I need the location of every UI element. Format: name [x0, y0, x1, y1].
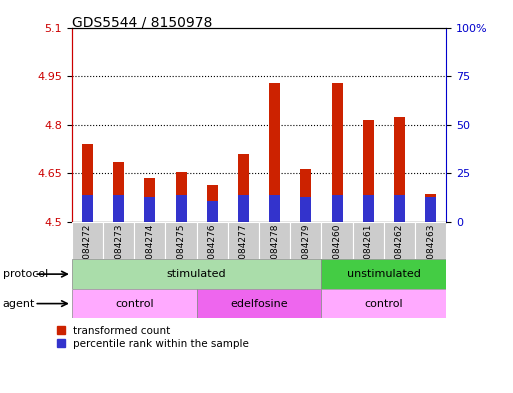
- Bar: [259, 222, 290, 259]
- Bar: [228, 222, 259, 259]
- Bar: [301, 169, 311, 222]
- Bar: [238, 195, 249, 222]
- Text: unstimulated: unstimulated: [347, 269, 421, 279]
- Bar: [144, 178, 155, 222]
- Bar: [394, 117, 405, 222]
- Bar: [331, 83, 343, 222]
- Text: protocol: protocol: [3, 269, 48, 279]
- Bar: [207, 201, 218, 222]
- Bar: [165, 222, 196, 259]
- Bar: [82, 195, 93, 222]
- Text: control: control: [365, 299, 403, 309]
- Text: GSM1084278: GSM1084278: [270, 224, 279, 285]
- Text: stimulated: stimulated: [167, 269, 226, 279]
- Bar: [72, 222, 103, 259]
- Bar: [82, 144, 93, 222]
- Bar: [134, 222, 165, 259]
- Bar: [269, 195, 280, 222]
- Bar: [207, 185, 218, 222]
- Bar: [175, 172, 187, 222]
- Bar: [196, 289, 322, 318]
- Bar: [72, 259, 322, 289]
- Bar: [196, 222, 228, 259]
- Bar: [113, 195, 124, 222]
- Bar: [322, 289, 446, 318]
- Bar: [384, 222, 415, 259]
- Text: GSM1084273: GSM1084273: [114, 224, 123, 285]
- Text: GSM1084262: GSM1084262: [395, 224, 404, 284]
- Text: GSM1084279: GSM1084279: [301, 224, 310, 285]
- Bar: [363, 195, 374, 222]
- Text: GSM1084263: GSM1084263: [426, 224, 435, 285]
- Text: GSM1084277: GSM1084277: [239, 224, 248, 285]
- Bar: [425, 197, 436, 222]
- Bar: [175, 195, 187, 222]
- Bar: [363, 120, 374, 222]
- Text: control: control: [115, 299, 153, 309]
- Legend: transformed count, percentile rank within the sample: transformed count, percentile rank withi…: [56, 325, 249, 349]
- Text: GDS5544 / 8150978: GDS5544 / 8150978: [72, 16, 212, 30]
- Bar: [322, 259, 446, 289]
- Bar: [394, 195, 405, 222]
- Text: GSM1084260: GSM1084260: [332, 224, 342, 285]
- Text: GSM1084276: GSM1084276: [208, 224, 217, 285]
- Bar: [269, 83, 280, 222]
- Bar: [72, 289, 196, 318]
- Text: GSM1084272: GSM1084272: [83, 224, 92, 284]
- Bar: [322, 222, 353, 259]
- Bar: [238, 154, 249, 222]
- Text: edelfosine: edelfosine: [230, 299, 288, 309]
- Bar: [415, 222, 446, 259]
- Bar: [144, 197, 155, 222]
- Text: GSM1084274: GSM1084274: [145, 224, 154, 284]
- Bar: [353, 222, 384, 259]
- Text: agent: agent: [3, 299, 35, 309]
- Text: GSM1084261: GSM1084261: [364, 224, 373, 285]
- Text: GSM1084275: GSM1084275: [176, 224, 186, 285]
- Bar: [425, 195, 436, 222]
- Bar: [331, 195, 343, 222]
- Bar: [290, 222, 322, 259]
- Bar: [103, 222, 134, 259]
- Bar: [113, 162, 124, 222]
- Bar: [301, 197, 311, 222]
